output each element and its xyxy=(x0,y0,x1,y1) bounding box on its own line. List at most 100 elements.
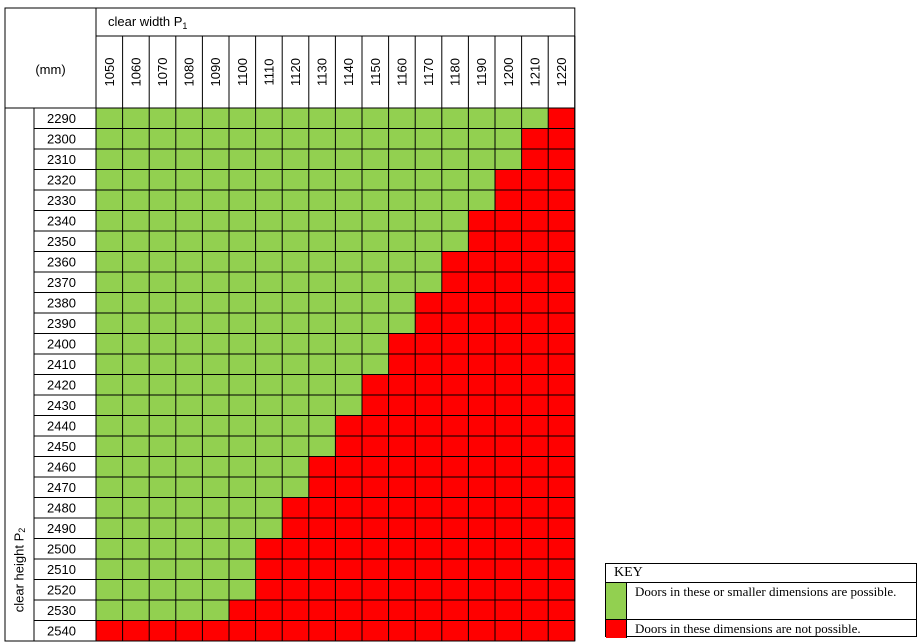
row-label-2370: 2370 xyxy=(47,275,76,290)
cell-2500-1090 xyxy=(202,538,229,559)
cell-2360-1160 xyxy=(388,251,416,272)
cell-2410-1070 xyxy=(149,354,176,375)
cell-2290-1080 xyxy=(175,108,203,129)
cell-2350-1150 xyxy=(362,231,389,252)
width-header-subscript: 1 xyxy=(182,21,187,31)
row-label-2430: 2430 xyxy=(47,398,76,413)
cell-2410-1080 xyxy=(175,354,203,375)
cell-2370-1200 xyxy=(495,272,522,293)
cell-2500-1050 xyxy=(96,538,123,559)
row-label-2400: 2400 xyxy=(47,336,76,351)
cell-2480-1210 xyxy=(521,497,549,518)
cell-2390-1140 xyxy=(335,313,362,334)
cell-2530-1060 xyxy=(122,600,150,621)
cell-2450-1050 xyxy=(96,436,123,457)
cell-2490-1090 xyxy=(202,518,229,539)
cell-2440-1140 xyxy=(335,415,362,436)
cell-2490-1080 xyxy=(175,518,203,539)
cell-2360-1140 xyxy=(335,251,362,272)
cell-2330-1180 xyxy=(441,190,469,211)
cell-2430-1160 xyxy=(388,395,416,416)
cell-2530-1080 xyxy=(175,600,203,621)
cell-2350-1080 xyxy=(175,231,203,252)
cell-2520-1170 xyxy=(415,579,442,600)
column-label-1140: 1140 xyxy=(341,58,356,86)
cell-2510-1160 xyxy=(388,559,416,580)
cell-2310-1220 xyxy=(548,149,575,170)
row-label-2320: 2320 xyxy=(47,172,76,187)
cell-2290-1180 xyxy=(441,108,469,129)
cell-2420-1180 xyxy=(441,374,469,395)
cell-2500-1080 xyxy=(175,538,203,559)
cell-2460-1160 xyxy=(388,456,416,477)
cell-2310-1050 xyxy=(96,149,123,170)
cell-2390-1100 xyxy=(229,313,256,334)
cell-2320-1130 xyxy=(308,169,336,190)
cell-2430-1220 xyxy=(548,395,575,416)
cell-2500-1120 xyxy=(282,538,309,559)
cell-2390-1110 xyxy=(255,313,283,334)
cell-2540-1060 xyxy=(122,620,150,641)
cell-2460-1070 xyxy=(149,456,176,477)
cell-2450-1060 xyxy=(122,436,150,457)
cell-2330-1170 xyxy=(415,190,442,211)
cell-2540-1140 xyxy=(335,620,362,641)
cell-2320-1140 xyxy=(335,169,362,190)
cell-2470-1150 xyxy=(362,477,389,498)
cell-2500-1110 xyxy=(255,538,283,559)
cell-2470-1130 xyxy=(308,477,336,498)
cell-2490-1160 xyxy=(388,518,416,539)
cell-2510-1170 xyxy=(415,559,442,580)
cell-2320-1080 xyxy=(175,169,203,190)
cell-2480-1220 xyxy=(548,497,575,518)
cell-2500-1130 xyxy=(308,538,336,559)
cell-2290-1150 xyxy=(362,108,389,129)
cell-2540-1170 xyxy=(415,620,442,641)
cell-2440-1160 xyxy=(388,415,416,436)
cell-2470-1210 xyxy=(521,477,549,498)
cell-2500-1190 xyxy=(468,538,495,559)
cell-2470-1090 xyxy=(202,477,229,498)
cell-2430-1150 xyxy=(362,395,389,416)
row-label-2410: 2410 xyxy=(47,357,76,372)
cell-2360-1120 xyxy=(282,251,309,272)
cell-2520-1050 xyxy=(96,579,123,600)
cell-2330-1190 xyxy=(468,190,495,211)
cell-2520-1160 xyxy=(388,579,416,600)
cell-2450-1220 xyxy=(548,436,575,457)
cell-2300-1070 xyxy=(149,128,176,149)
cell-2520-1110 xyxy=(255,579,283,600)
cell-2310-1150 xyxy=(362,149,389,170)
cell-2410-1220 xyxy=(548,354,575,375)
cell-2510-1110 xyxy=(255,559,283,580)
cell-2340-1050 xyxy=(96,210,123,231)
key-row-not-possible: Doors in these dimensions are not possib… xyxy=(606,620,916,638)
cell-2510-1100 xyxy=(229,559,256,580)
cell-2310-1090 xyxy=(202,149,229,170)
cell-2530-1190 xyxy=(468,600,495,621)
cell-2500-1180 xyxy=(441,538,469,559)
cell-2370-1060 xyxy=(122,272,150,293)
cell-2470-1140 xyxy=(335,477,362,498)
cell-2530-1050 xyxy=(96,600,123,621)
cell-2400-1160 xyxy=(388,333,416,354)
cell-2530-1120 xyxy=(282,600,309,621)
cell-2430-1130 xyxy=(308,395,336,416)
row-label-2500: 2500 xyxy=(47,541,76,556)
cell-2370-1050 xyxy=(96,272,123,293)
column-label-1050: 1050 xyxy=(102,58,117,87)
cell-2430-1210 xyxy=(521,395,549,416)
possible-description: Doors in these or smaller dimensions are… xyxy=(635,584,897,599)
cell-2400-1210 xyxy=(521,333,549,354)
cell-2540-1160 xyxy=(388,620,416,641)
cell-2300-1050 xyxy=(96,128,123,149)
cell-2400-1110 xyxy=(255,333,283,354)
cell-2340-1220 xyxy=(548,210,575,231)
cell-2310-1200 xyxy=(495,149,522,170)
cell-2470-1190 xyxy=(468,477,495,498)
cell-2370-1130 xyxy=(308,272,336,293)
cell-2390-1200 xyxy=(495,313,522,334)
cell-2400-1220 xyxy=(548,333,575,354)
cell-2470-1050 xyxy=(96,477,123,498)
cell-2370-1120 xyxy=(282,272,309,293)
